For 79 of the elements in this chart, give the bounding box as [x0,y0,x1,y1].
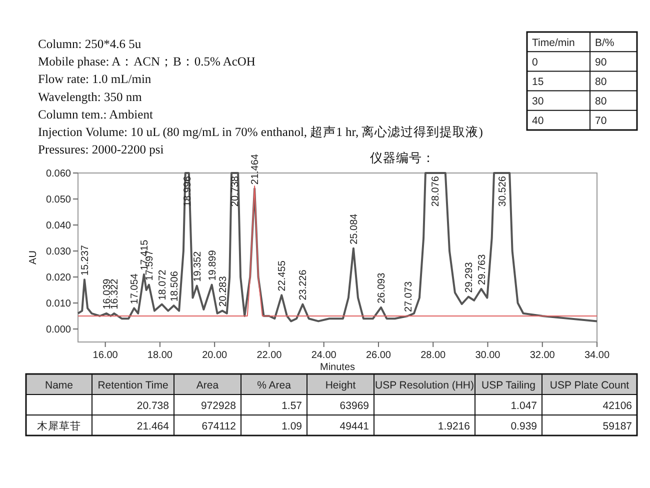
annotation: 23.226 [298,269,310,300]
y-tick-label: 0.020 [46,272,72,284]
x-axis-title: Minutes [320,362,356,373]
category-label: Retention Time [98,379,168,392]
category-label: Name [44,379,74,392]
text: 80 [595,76,607,88]
text: Column: 250*4.6 5u [38,37,142,51]
y-tick-label: 0.010 [46,298,72,310]
text: 21.464 [136,420,169,432]
y-tick-label: 0.000 [46,324,72,336]
category-label: Time/min [532,36,575,49]
x-tick-label: 26.00 [366,350,392,361]
annotation: 19.352 [192,250,204,282]
annotation: 20.283 [218,276,229,307]
text: 1.57 [282,400,302,412]
category-label: USP Tailing [482,379,536,392]
x-tick-label: 28.00 [420,350,446,361]
text: 70 [595,115,607,128]
annotation: 15.237 [80,244,91,276]
annotation: 17.054 [130,273,141,304]
text: Wavelength: 350 nm [38,90,142,104]
annotation: 16.322 [110,278,121,310]
y-tick-label: 0.060 [46,168,72,180]
text: 80 [595,96,607,108]
annotation: 18.506 [169,270,180,302]
text: 30 [532,96,544,108]
text: 1.9216 [438,420,470,432]
text: 42106 [602,400,632,412]
annotation: 30.526 [498,176,509,207]
text: 49441 [340,420,369,432]
x-tick-label: 22.00 [256,350,282,361]
annotation: 22.455 [277,260,288,292]
annotation: 21.464 [250,154,262,185]
annotation: 28.076 [430,176,442,207]
annotation: 25.084 [348,213,360,244]
text: Pressures: 2000-2200 psi [38,142,164,157]
category-label: Area [196,379,219,392]
text: 20.738 [136,400,169,412]
y-tick-label: 0.040 [46,220,72,232]
text: Mobile phase: A：ACN；B：0.5% AcOH [38,54,256,69]
text: Injection Volume: 10 uL (80 mg/mL in 70% enthanol, 超声1 hr, 离心滤过得到提取液) [38,124,483,139]
category-label: B/% [595,36,614,49]
annotation: 27.073 [403,280,414,312]
chart-subtitle: 仪器编号： [370,151,435,165]
x-tick-label: 16.00 [92,350,118,361]
x-tick-label: 20.00 [202,350,228,361]
annotation: 19.899 [207,250,218,281]
text: 59187 [602,420,632,432]
annotation: 18.072 [157,269,168,300]
y-tick-label: 0.050 [46,194,72,206]
annotation: 29.763 [476,254,488,285]
category-label: Height [325,379,356,392]
text: 木犀草苷 [37,420,81,432]
text: Flow rate: 1.0 mL/min [38,72,152,86]
text: 0.939 [510,420,537,432]
annotation: 29.293 [464,262,475,293]
text: 0 [532,56,538,68]
x-tick-label: 34.00 [584,350,610,361]
x-tick-label: 30.00 [475,350,501,361]
category-label: % Area [257,379,292,392]
category-label: USP Plate Count [550,379,630,392]
text: 1.047 [510,400,537,412]
text: 63969 [340,400,369,412]
category-label: USP Resolution (HH) [374,379,474,392]
text: 90 [595,56,607,68]
annotation: 26.093 [376,272,388,304]
text: 972928 [200,400,236,412]
text: 40 [532,115,544,128]
y-tick-label: 0.030 [46,246,72,258]
x-tick-label: 18.00 [147,350,173,361]
y-axis-title: AU [28,250,39,264]
annotation: 18.996 [182,176,194,207]
text: 1.09 [282,420,302,432]
text: Column tem.: Ambient [38,107,154,122]
text: 674112 [202,420,236,432]
annotation: 20.738 [230,176,242,207]
x-tick-label: 32.00 [530,350,556,361]
x-tick-label: 24.00 [311,350,337,361]
text: 15 [532,76,544,88]
